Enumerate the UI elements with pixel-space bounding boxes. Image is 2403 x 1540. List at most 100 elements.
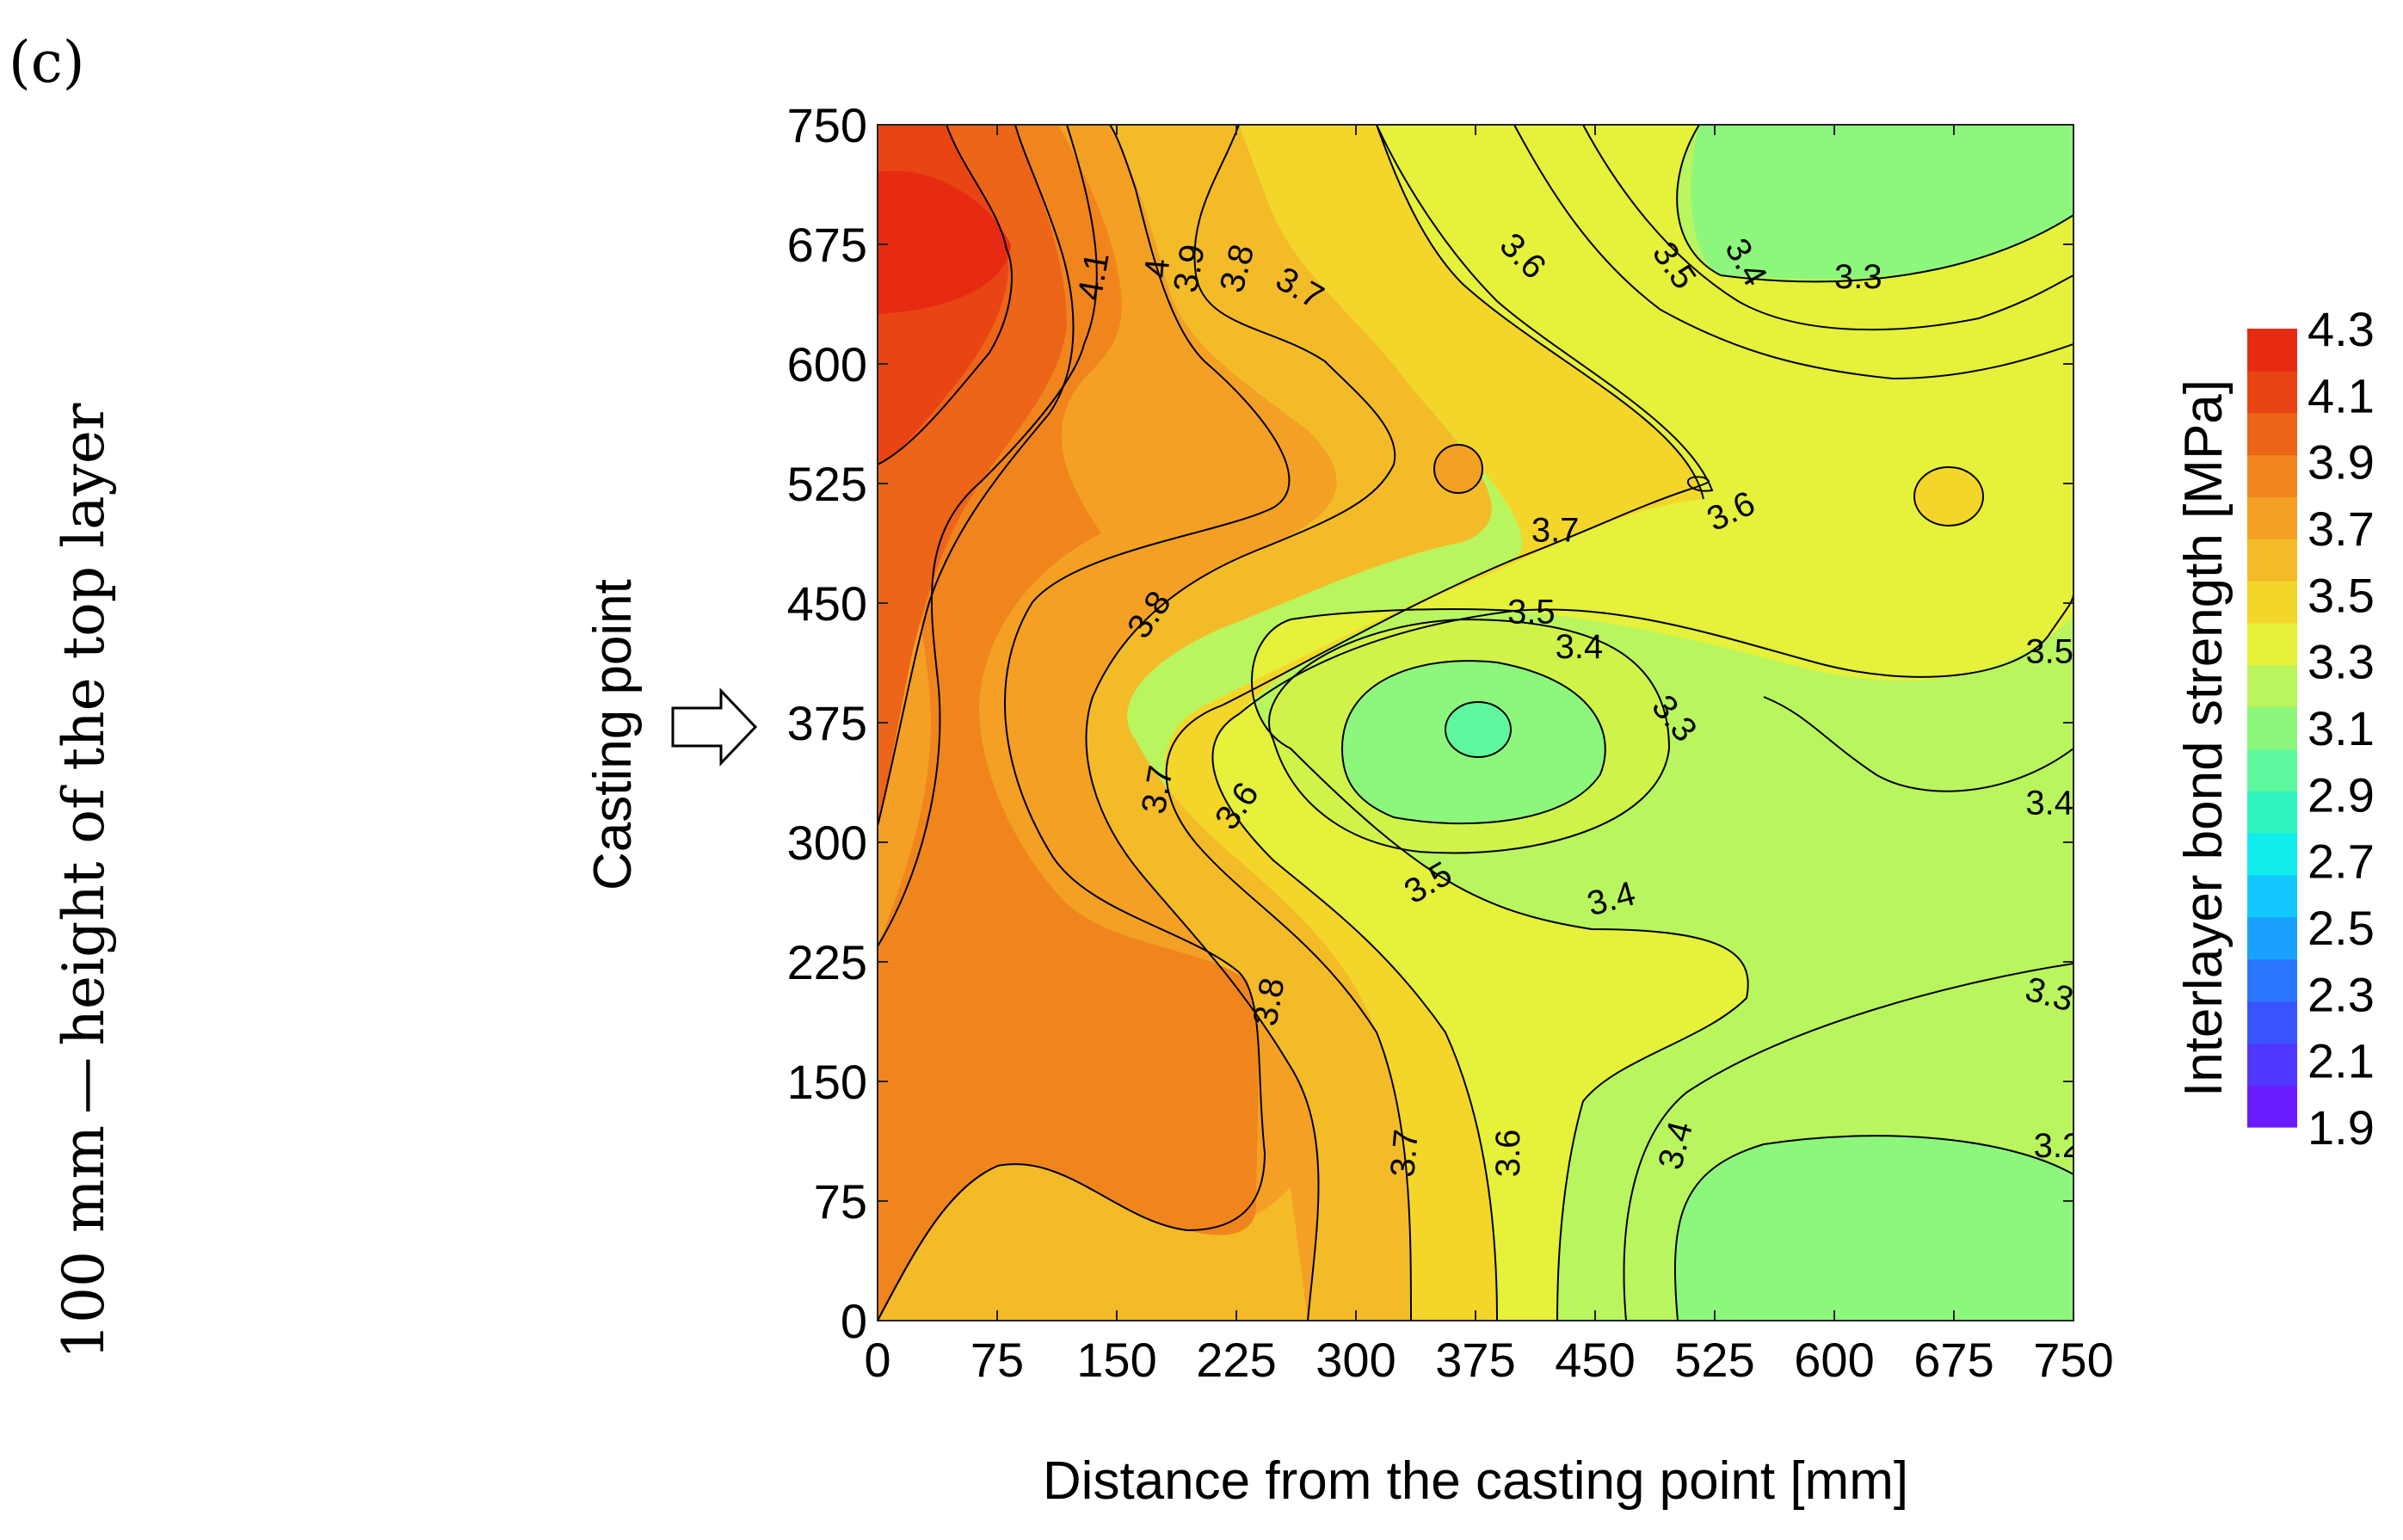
y-tick-label: 75 (814, 1174, 867, 1229)
contour-label: 3.7 (1383, 1128, 1426, 1179)
colorbar-swatch (2247, 1043, 2297, 1086)
contour-label-text: 3.2 (2034, 1127, 2082, 1165)
colorbar-swatch (2247, 539, 2297, 582)
y-tick-label: 225 (787, 935, 867, 989)
contour-label: 3.8 (1247, 975, 1292, 1028)
colorbar-tick-label: 4.3 (2307, 302, 2375, 356)
colorbar-tick-label: 2.3 (2307, 967, 2375, 1021)
x-tick-label: 750 (2033, 1333, 2113, 1387)
contour-line-3.5 (1211, 593, 2073, 1321)
contour-line-3.8 (878, 125, 1291, 1321)
panel-label: (c) (9, 29, 84, 95)
contour-line-3.3-center (1340, 660, 1606, 825)
contour-line-3.5-upper (1513, 125, 2073, 380)
fill-3.2-bottom-right (1674, 1136, 2073, 1321)
colorbar-swatch (2247, 622, 2297, 666)
colorbar-tick-label: 3.5 (2307, 568, 2375, 622)
contour-label: 3.7 (1135, 763, 1180, 816)
contour-plot-area: 4.1 43.9 3.8 3.73.6 3.5 3.4 3.33.7 3.63.8 3.53.4… (878, 125, 2082, 1321)
contour-line-3.9 (878, 125, 1098, 947)
contour-label: 4.1 (1071, 249, 1117, 303)
contour-label-text: 4 (1137, 257, 1177, 280)
colorbar-tick-label: 2.1 (2307, 1034, 2375, 1088)
colorbar-tick-label: 3.7 (2307, 502, 2375, 556)
x-tick-label: 75 (970, 1333, 1024, 1387)
colorbar-swatch (2247, 958, 2297, 1002)
fill-3.8-blob (1434, 445, 1482, 493)
x-tick-label: 300 (1315, 1333, 1396, 1387)
contour-label-text: 3.7 (1531, 512, 1580, 550)
colorbar-tick-label: 2.5 (2307, 901, 2375, 955)
contour-line-3.6-right-blob (1913, 466, 1984, 527)
y-tick-label: 375 (787, 696, 867, 750)
contour-label: 4 (1137, 257, 1177, 280)
x-tick-label: 375 (1435, 1333, 1515, 1387)
y-tick-label: 0 (841, 1294, 867, 1348)
contour-label-text: 3.7 (1383, 1128, 1426, 1179)
fill-3.1-center (1445, 702, 1511, 757)
y-tick-label: 675 (787, 218, 867, 272)
colorbar-swatch (2247, 1085, 2297, 1128)
contour-label: 3.6 (1489, 1130, 1527, 1178)
contour-label-text: 3.7 (1135, 763, 1180, 816)
contour-line-3.9-bottom (878, 1165, 999, 1321)
contour-line-3.4-top (1582, 125, 2073, 331)
colorbar-swatch (2247, 329, 2297, 372)
fill-3.6-right-blob (1914, 467, 1983, 526)
contour-label: 3.4 (1556, 628, 1604, 666)
x-axis-ticks: 0 75 150 225 300 375 450 525 600 675 750 (864, 125, 2114, 1387)
colorbar-swatch (2247, 370, 2297, 414)
contour-line-4.1 (878, 125, 1013, 465)
contour-line-3.1-center (1445, 701, 1512, 758)
casting-point-label: Casting point (583, 579, 643, 890)
y-tick-label: 300 (787, 816, 867, 870)
y-axis-ticks: 0 75 150 225 300 375 450 525 600 675 750 (787, 98, 2073, 1348)
y-tick-label: 600 (787, 337, 867, 391)
fill-3.2-top-right (1691, 125, 2073, 280)
colorbar-tick-label: 3.1 (2307, 701, 2375, 755)
contour-line-3.4-center (1268, 618, 1671, 854)
colorbar-tick-label: 2.9 (2307, 767, 2375, 822)
contour-label-text: 3.5 (2025, 633, 2073, 671)
contour-label-text: 3.4 (2025, 785, 2073, 822)
colorbar-label: Interlayer bond strength [MPa] (2174, 379, 2234, 1097)
y-tick-label: 150 (787, 1055, 867, 1109)
contour-line-3.2-bottom (1673, 1135, 2073, 1321)
fill-4.3-left (878, 170, 1011, 314)
colorbar-swatch (2247, 1001, 2297, 1044)
contour-line-3.4 (1251, 608, 1749, 1321)
contour-label-text: 3.3 (1834, 258, 1882, 296)
contour-label-text: 4.1 (1071, 249, 1117, 303)
contour-lines (878, 125, 2073, 1321)
contour-line-3.3-top (1676, 125, 2073, 283)
colorbar-tick-label: 3.9 (2307, 435, 2375, 490)
colorbar-tick-label: 4.1 (2307, 368, 2375, 422)
contour-line-3.6 (1165, 125, 1714, 1321)
contour-line-3.5-top (1376, 125, 1704, 500)
contour-label: 3.9 (1167, 242, 1212, 295)
colorbar-swatch (2247, 833, 2297, 876)
colorbar-tick-label: 2.7 (2307, 835, 2375, 889)
x-tick-label: 450 (1555, 1333, 1635, 1387)
x-axis-label: Distance from the casting point [mm] (1043, 1451, 1908, 1511)
contour-label-text: 3.9 (1167, 242, 1212, 295)
y-tick-label: 525 (787, 457, 867, 511)
contour-label: 3.7 (1531, 512, 1580, 550)
contour-label: 3.5 (1507, 593, 1556, 631)
contour-label-text: 3.8 (1247, 975, 1292, 1028)
fill-3.3-bottom-right (1624, 964, 2073, 1321)
contour-line-3.3-bottom (1623, 963, 2073, 1321)
y-tick-label: 450 (787, 576, 867, 631)
colorbar: 4.3 4.1 3.9 3.7 3.5 3.3 3.1 2.9 2.7 2.5 2.3 2.1 1.9 (2247, 302, 2375, 1155)
colorbar-swatch (2247, 664, 2297, 708)
contour-line-4.0 (878, 125, 1075, 827)
x-tick-label: 525 (1674, 1333, 1754, 1387)
colorbar-swatch (2247, 874, 2297, 918)
contour-label-text: 3.6 (1489, 1130, 1527, 1178)
colorbar-tick-label: 1.9 (2307, 1100, 2375, 1155)
contour-label: 3.5 (2025, 633, 2073, 671)
x-tick-label: 675 (1913, 1333, 1993, 1387)
colorbar-swatch (2247, 916, 2297, 960)
colorbar-swatch (2247, 454, 2297, 497)
